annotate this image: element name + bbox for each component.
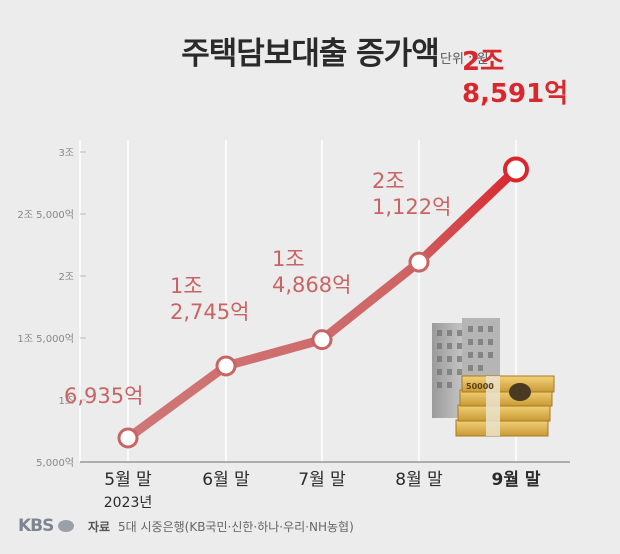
unit-label: 단위 : 원 xyxy=(440,52,489,67)
grid-lines xyxy=(79,140,517,462)
y-tick-label: 5,000억 xyxy=(36,457,74,469)
kbs-logo: KBS xyxy=(18,516,54,536)
x-tick-labels: 5월 말 2023년 6월 말 7월 말 8월 말 9월 말 xyxy=(104,469,541,511)
source-label: 자료 xyxy=(88,520,111,534)
y-tick-label: 2조 5,000억 xyxy=(17,209,74,221)
x-tick-label: 9월 말 xyxy=(491,469,540,490)
banknote-text: 50000 xyxy=(466,382,494,391)
data-point xyxy=(215,355,237,377)
y-tick-label: 2조 xyxy=(58,272,74,283)
data-point xyxy=(503,156,529,183)
x-tick-label: 6월 말 xyxy=(202,470,250,490)
footer: KBS 자료 5대 시중은행(KB국민·신한·하나·우리·NH농협) xyxy=(0,512,620,542)
y-tick-label: 3조 xyxy=(58,148,74,159)
x-tick-label: 5월 말 xyxy=(104,470,152,490)
y-tick-label: 1조 xyxy=(58,396,74,407)
data-label: 1조 xyxy=(272,247,305,271)
source-text: 5대 시중은행(KB국민·신한·하나·우리·NH농협) xyxy=(118,520,354,534)
data-point xyxy=(117,427,139,449)
data-label: 1,122억 xyxy=(372,195,451,219)
kbs-logo-icon xyxy=(58,520,74,532)
data-label: 2조 xyxy=(372,169,405,193)
money-bundle-icon: 50000 xyxy=(455,375,555,437)
data-label: 4,868억 xyxy=(272,273,351,297)
data-point xyxy=(408,251,430,273)
x-tick-label: 7월 말 xyxy=(298,470,346,490)
x-tick-sublabel: 2023년 xyxy=(104,495,153,511)
y-axis: 5,000억 1조 1조 5,000억 2조 2조 5,000억 3조 xyxy=(17,148,86,469)
data-label: 1조 xyxy=(170,274,203,298)
markers xyxy=(117,156,529,449)
data-point xyxy=(311,329,333,351)
data-label: 2,745억 xyxy=(170,300,249,324)
data-label: 2조 xyxy=(462,47,504,77)
y-tick-label: 1조 5,000억 xyxy=(17,333,74,345)
x-tick-label: 8월 말 xyxy=(395,470,443,490)
data-label: 8,591억 xyxy=(462,79,568,109)
chart-title: 주택담보대출 증가액 xyxy=(181,36,439,72)
data-label: 6,935억 xyxy=(64,384,143,408)
